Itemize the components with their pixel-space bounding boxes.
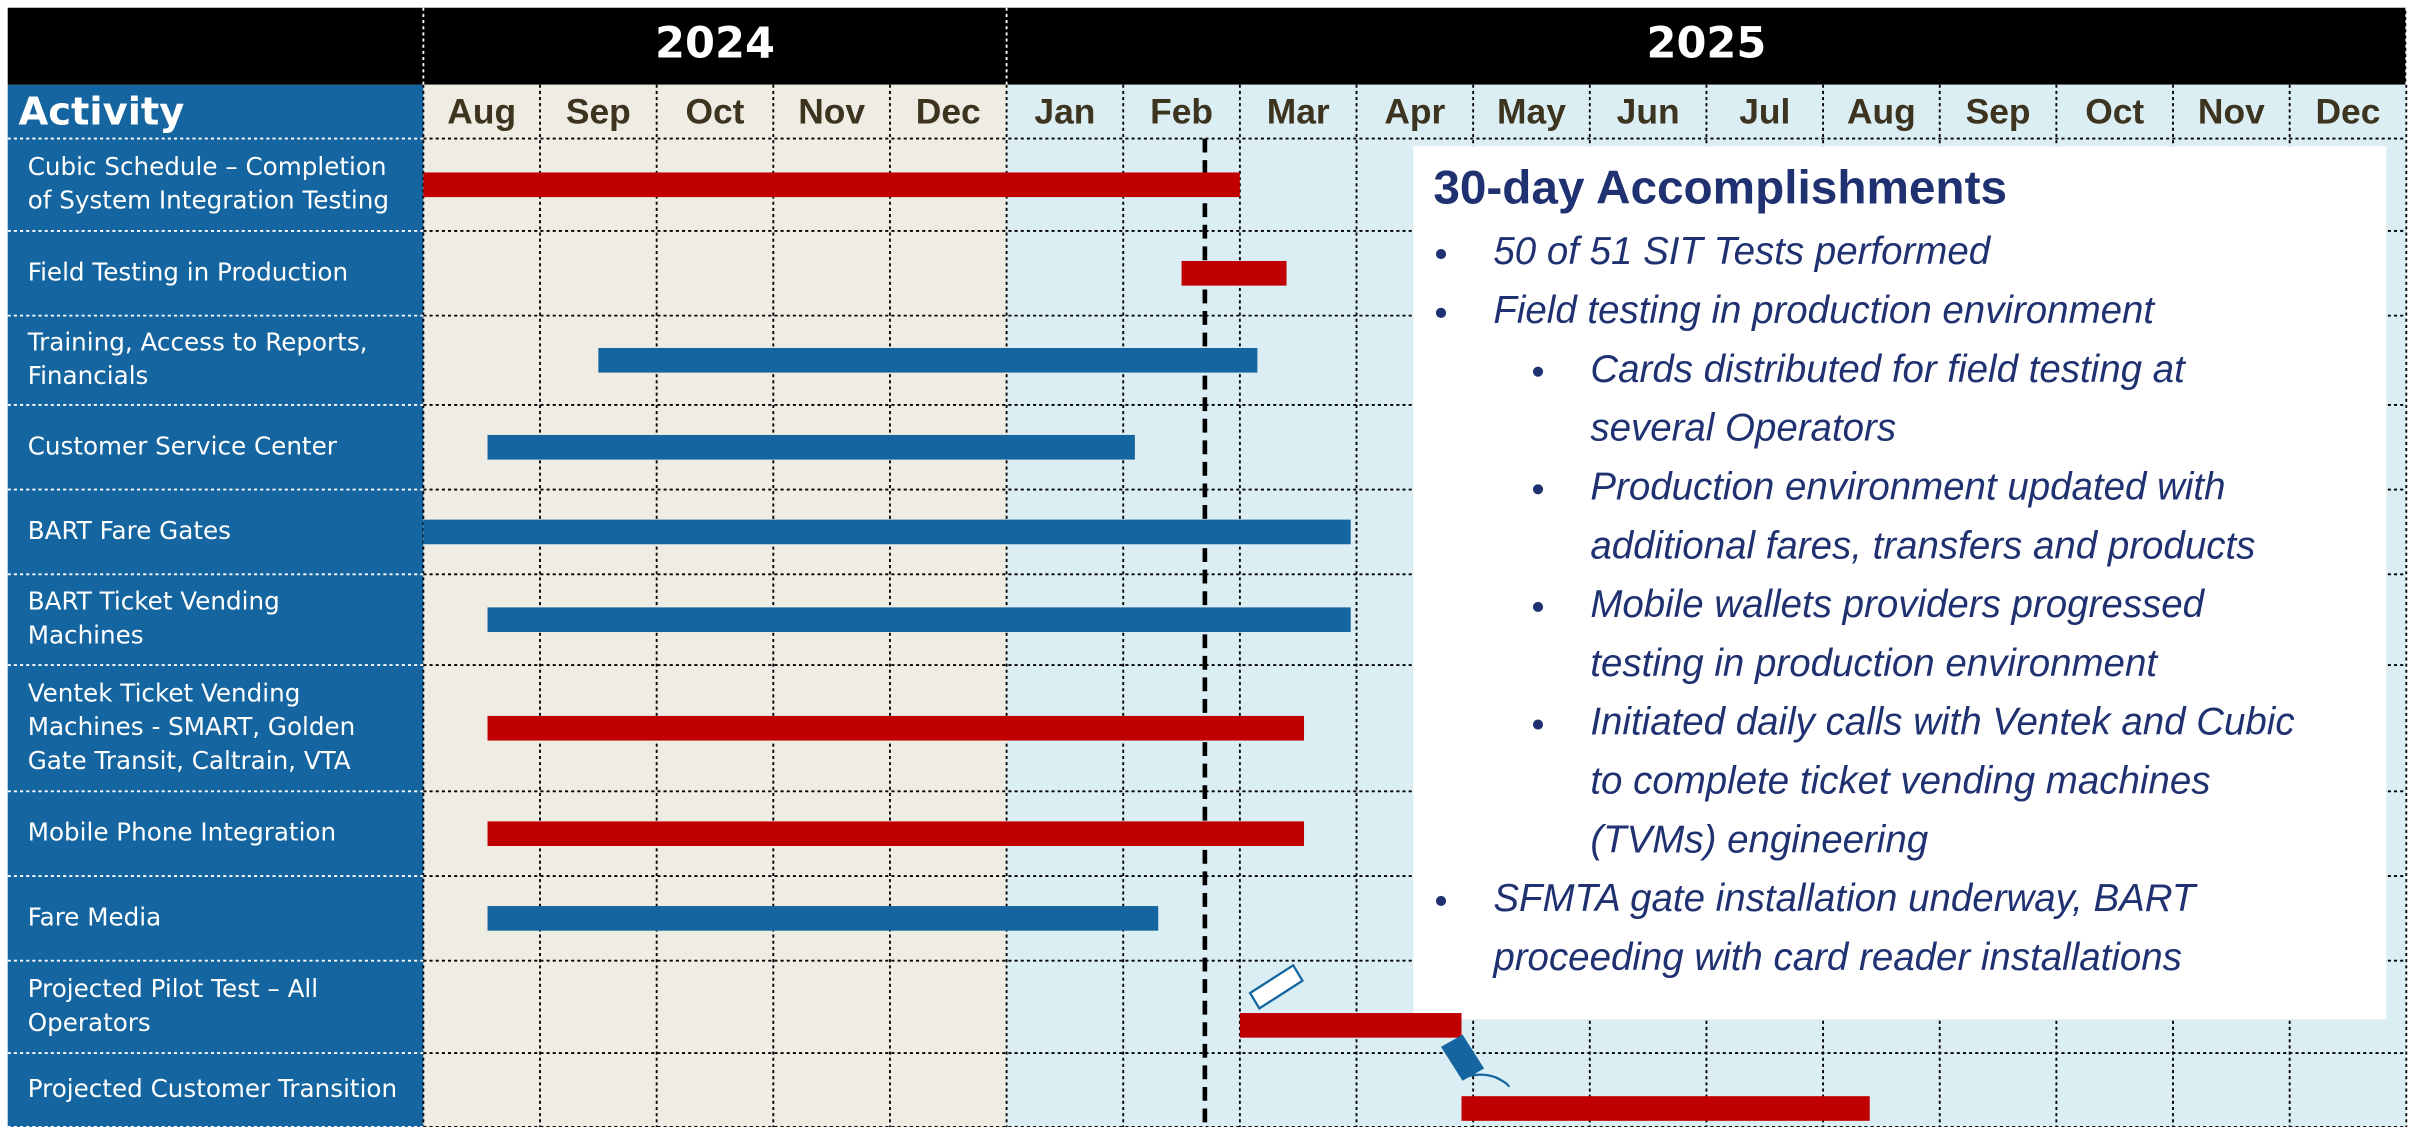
task-bar: [487, 607, 1351, 633]
accomplishment: Field testing in production environment: [1493, 289, 2156, 332]
activity-name: Projected Customer Transition: [28, 1074, 397, 1103]
month-label: Nov: [798, 91, 865, 131]
year-background: [423, 84, 1007, 1127]
task-bar: [487, 821, 1305, 847]
task-bar: [423, 172, 1240, 198]
activity-name: Machines: [28, 621, 144, 650]
activity-name: BART Fare Gates: [28, 516, 231, 545]
activity-name: Ventek Ticket Vending: [28, 678, 301, 707]
year-label: 2025: [1646, 19, 1766, 69]
month-label: Oct: [685, 91, 744, 131]
activity-name: Machines - SMART, Golden: [28, 712, 356, 741]
activity-column: [7, 84, 424, 1127]
accomplishment: 50 of 51 SIT Tests performed: [1493, 230, 1991, 273]
sub-accomplishment: Cards distributed for field testing at: [1590, 348, 2187, 391]
month-label: Sep: [1966, 91, 2031, 131]
bullet: [1532, 366, 1544, 377]
activity-name: Training, Access to Reports,: [27, 327, 368, 356]
sub-accomplishment: testing in production environment: [1590, 642, 2159, 685]
month-label: Jan: [1034, 91, 1095, 131]
month-label: May: [1497, 91, 1566, 131]
task-bar: [423, 519, 1351, 545]
bullet: [1435, 895, 1447, 907]
month-label: Dec: [2316, 91, 2381, 131]
bullet: [1532, 484, 1544, 495]
month-label: Aug: [447, 91, 516, 131]
task-bar: [487, 906, 1159, 931]
bullet: [1435, 248, 1447, 260]
month-label: Oct: [2085, 91, 2144, 131]
activity-name: Operators: [28, 1008, 151, 1037]
accomplishment: SFMTA gate installation underway, BART: [1493, 877, 2197, 920]
activity-name: Fare Media: [28, 902, 162, 931]
card-icon: [1441, 1034, 1485, 1081]
accomplishment: proceeding with card reader installation…: [1492, 936, 2182, 979]
activity-name: of System Integration Testing: [28, 186, 389, 215]
task-bar: [598, 347, 1258, 373]
activity-name: Financials: [28, 361, 149, 390]
year-label: 2024: [655, 19, 775, 69]
task-bar: [1181, 260, 1287, 286]
activity-name: Cubic Schedule – Completion: [28, 152, 387, 181]
bullet: [1435, 307, 1447, 318]
month-label: Apr: [1384, 91, 1445, 131]
sub-accomplishment: to complete ticket vending machines: [1590, 760, 2210, 803]
activity-header: Activity: [18, 89, 184, 134]
activity-name: BART Ticket Vending: [28, 587, 280, 616]
accomplishments-box: [1413, 146, 2387, 1020]
bullet: [1532, 601, 1544, 612]
task-bar: [487, 434, 1135, 460]
activity-name: Gate Transit, Caltrain, VTA: [28, 746, 351, 775]
month-label: Dec: [916, 91, 981, 131]
sub-accomplishment: Production environment updated with: [1590, 465, 2225, 508]
month-label: Nov: [2198, 91, 2265, 131]
task-bar: [487, 715, 1305, 741]
hand-icon: [1462, 1073, 1510, 1088]
month-label: Sep: [566, 91, 631, 131]
card-icon: [1248, 963, 1305, 1011]
bullet: [1532, 719, 1544, 730]
task-bar: [1461, 1096, 1870, 1121]
month-label: Jul: [1739, 91, 1790, 131]
activity-name: Customer Service Center: [28, 431, 338, 460]
month-label: Mar: [1267, 91, 1330, 131]
sub-accomplishment: Mobile wallets providers progressed: [1590, 583, 2205, 626]
month-label: Jun: [1617, 91, 1680, 131]
sub-accomplishment: Initiated daily calls with Ventek and Cu…: [1590, 701, 2294, 744]
accomplishments-title: 30-day Accomplishments: [1433, 162, 2007, 215]
sub-accomplishment: several Operators: [1590, 407, 1896, 450]
activity-name: Field Testing in Production: [28, 257, 348, 286]
task-bar: [1239, 1013, 1462, 1038]
year-header: [7, 7, 2407, 85]
activity-name: Projected Pilot Test – All: [28, 974, 318, 1003]
month-label: Feb: [1150, 91, 1213, 131]
month-label: Aug: [1847, 91, 1916, 131]
sub-accomplishment: (TVMs) engineering: [1590, 818, 1928, 861]
activity-name: Mobile Phone Integration: [28, 818, 336, 847]
sub-accomplishment: additional fares, transfers and products: [1590, 524, 2255, 567]
